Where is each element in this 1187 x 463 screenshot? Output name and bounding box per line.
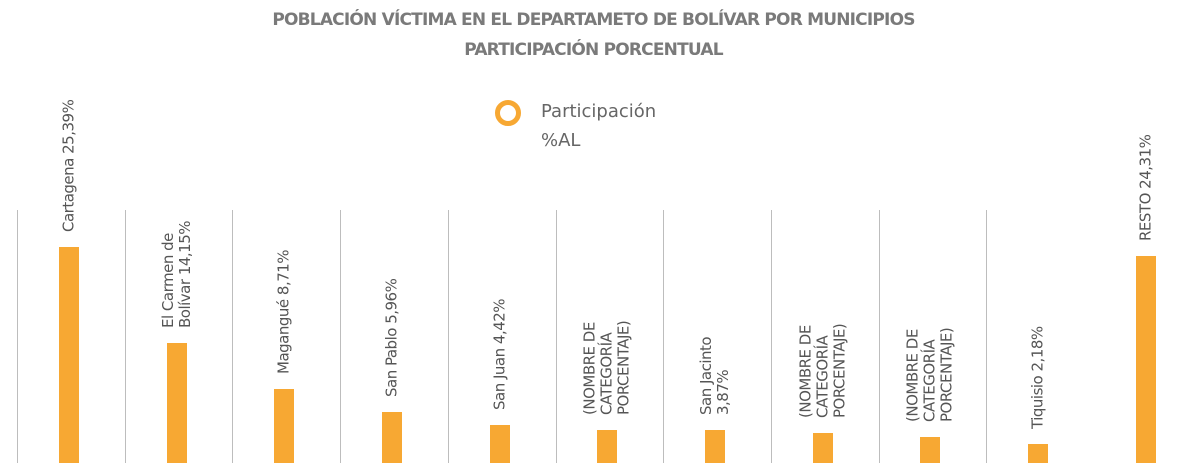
separator xyxy=(878,210,880,463)
value-label: 25,39% xyxy=(59,99,78,154)
category-label: Magangué xyxy=(274,299,293,374)
category-label: (NOMBRE DE CATEGORÍA PORCENTAJE) xyxy=(903,328,956,423)
bar xyxy=(58,247,79,463)
bar-label: San Jacinto 3,87% xyxy=(697,290,733,416)
category-label: Tiquisio xyxy=(1028,376,1047,430)
separator xyxy=(340,210,342,463)
bar xyxy=(920,437,941,463)
category-label: Cartagena xyxy=(59,158,78,232)
value-label: 24,31% xyxy=(1136,134,1155,190)
bar xyxy=(489,425,510,463)
category-label: San Jacinto xyxy=(697,336,716,416)
category-label: San Juan xyxy=(490,348,509,411)
chart-subtitle: PARTICIPACIÓN PORCENTUAL xyxy=(464,40,723,60)
value-label: 14,15% xyxy=(175,220,194,275)
legend: Participación %AL xyxy=(495,97,681,155)
bar xyxy=(1028,444,1049,463)
bar xyxy=(381,412,402,463)
category-label: San Pablo xyxy=(382,328,401,398)
bar xyxy=(705,430,726,463)
category-label: (NOMBRE DE CATEGORÍA PORCENTAJE) xyxy=(796,324,849,419)
separator xyxy=(663,210,665,463)
bar-label: Magangué 8,71% xyxy=(274,249,293,374)
category-label: RESTO xyxy=(1136,193,1155,242)
separator xyxy=(555,210,557,463)
value-label: 3,87% xyxy=(714,369,733,416)
separator xyxy=(986,210,988,463)
bar-label: (NOMBRE DE CATEGORÍA PORCENTAJE) xyxy=(903,297,956,423)
value-label: 4,42% xyxy=(490,299,509,345)
bar-label: El Carmen de Bolívar 14,15% xyxy=(159,203,194,328)
bar-label: Tiquisio 2,18% xyxy=(1028,326,1047,430)
bar xyxy=(812,433,833,463)
value-label: 5,96% xyxy=(382,278,401,325)
bar-label: San Juan 4,42% xyxy=(490,299,509,411)
value-label: 2,18% xyxy=(1028,326,1047,372)
bar xyxy=(274,388,295,463)
separator xyxy=(770,210,772,463)
bar-label: (NOMBRE DE CATEGORÍA PORCENTAJE) xyxy=(580,290,633,415)
separator xyxy=(17,210,18,463)
separator xyxy=(447,210,449,463)
bar xyxy=(166,342,187,463)
bar-label: Cartagena 25,39% xyxy=(59,99,78,232)
value-label: 8,71% xyxy=(274,249,293,295)
separator xyxy=(124,210,126,463)
legend-marker xyxy=(495,100,521,126)
bar-label: (NOMBRE DE CATEGORÍA PORCENTAJE) xyxy=(796,293,849,419)
bar xyxy=(597,429,618,463)
legend-label: Participación %AL xyxy=(541,101,657,151)
bar-label: San Pablo 5,96% xyxy=(382,278,401,398)
separator xyxy=(232,210,234,463)
category-label: (NOMBRE DE CATEGORÍA PORCENTAJE) xyxy=(580,320,633,415)
bar-label: RESTO 24,31% xyxy=(1136,134,1155,242)
bar xyxy=(1135,256,1156,463)
chart-title: POBLACIÓN VÍCTIMA EN EL DEPARTAMETO DE B… xyxy=(272,10,915,30)
